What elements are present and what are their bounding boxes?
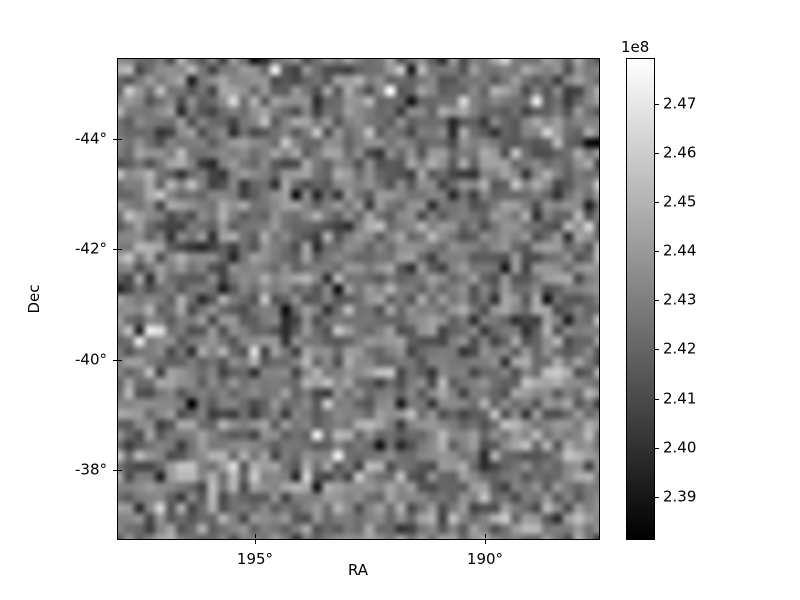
x-tick-mark-inner	[485, 534, 486, 538]
colorbar[interactable]	[626, 58, 655, 540]
y-tick-label: -38°	[75, 460, 107, 479]
colorbar-tick-label: 2.45	[663, 192, 697, 211]
colorbar-tick-label: 2.43	[663, 290, 697, 309]
y-tick-mark	[113, 470, 117, 471]
colorbar-tick-mark	[655, 153, 659, 154]
colorbar-tick-label: 2.44	[663, 241, 697, 260]
sky-map-axes[interactable]	[117, 58, 600, 540]
x-tick-mark	[255, 540, 256, 544]
x-tick-label: 190°	[466, 550, 504, 568]
y-tick-label: -40°	[75, 350, 107, 369]
y-tick-mark-inner	[118, 360, 122, 361]
colorbar-tick-mark	[655, 202, 659, 203]
y-tick-mark	[113, 139, 117, 140]
y-tick-mark-inner	[118, 139, 122, 140]
colorbar-tick-label: 2.39	[663, 487, 697, 506]
colorbar-tick-mark	[655, 251, 659, 252]
colorbar-tick-label: 2.46	[663, 143, 697, 162]
sky-map-image	[118, 59, 599, 539]
colorbar-tick-label: 2.47	[663, 94, 697, 113]
y-tick-mark-inner	[118, 470, 122, 471]
colorbar-tick-mark	[655, 300, 659, 301]
y-tick-mark	[113, 249, 117, 250]
x-tick-label: 195°	[236, 550, 274, 568]
colorbar-tick-label: 2.42	[663, 339, 697, 358]
y-tick-label: -42°	[75, 239, 107, 258]
x-tick-mark-inner	[255, 534, 256, 538]
colorbar-tick-mark	[655, 104, 659, 105]
x-axis-label: RA	[347, 561, 369, 579]
colorbar-tick-mark	[655, 448, 659, 449]
y-tick-mark	[113, 360, 117, 361]
y-axis-label: Dec	[25, 284, 43, 314]
y-tick-mark-inner	[118, 249, 122, 250]
y-tick-label: -44°	[75, 129, 107, 148]
x-tick-mark	[485, 540, 486, 544]
colorbar-tick-mark	[655, 349, 659, 350]
colorbar-exponent-label: 1e8	[621, 38, 650, 56]
colorbar-tick-mark	[655, 497, 659, 498]
colorbar-tick-label: 2.41	[663, 389, 697, 408]
colorbar-tick-mark	[655, 399, 659, 400]
colorbar-tick-label: 2.40	[663, 438, 697, 457]
